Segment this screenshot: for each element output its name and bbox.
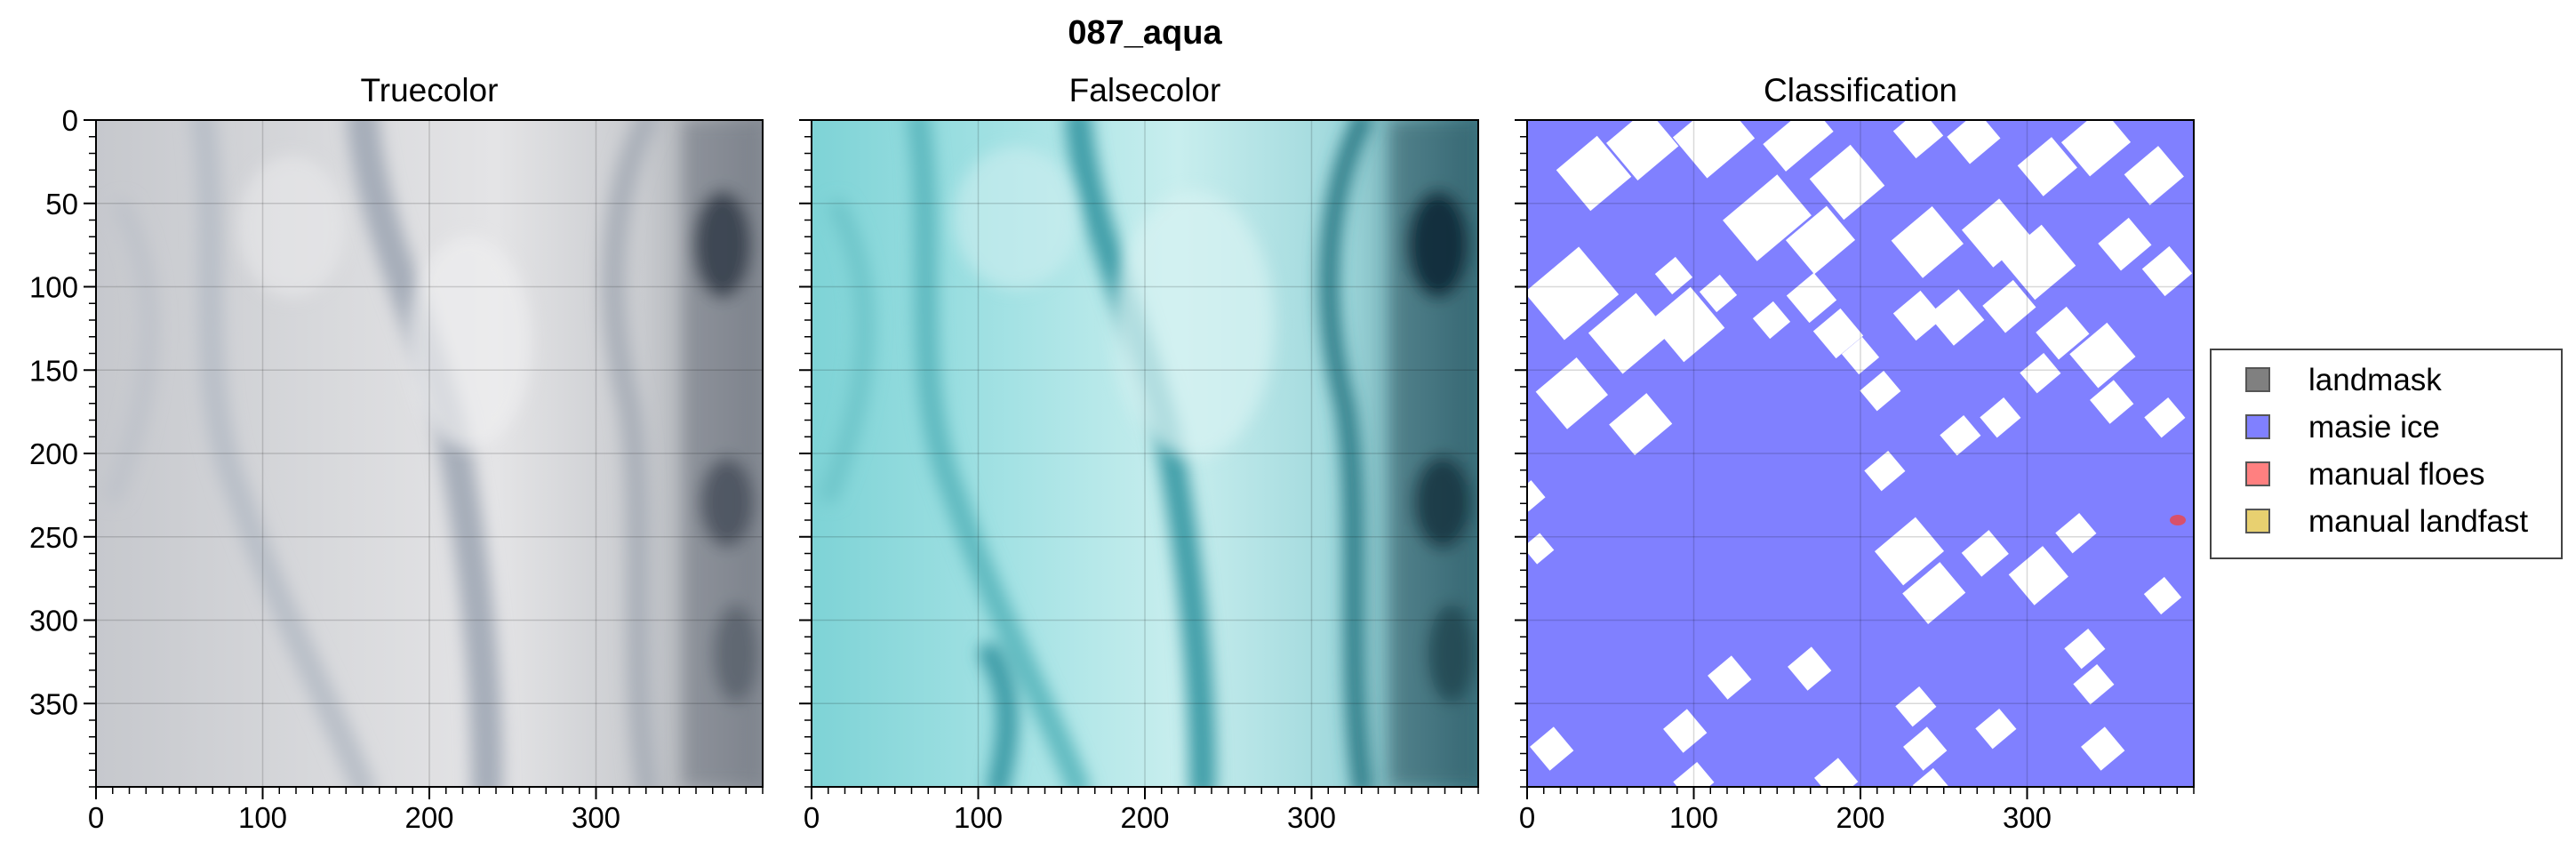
panel-truecolor: Truecolor [29, 72, 764, 834]
falsecolor-image [812, 120, 1478, 787]
legend-item: manual landfast [2245, 504, 2528, 539]
open-water-patches [1527, 120, 2193, 787]
legend-swatch [2245, 414, 2270, 439]
x-tick-label: 300 [1287, 801, 1336, 834]
x-tick-label: 0 [1519, 801, 1535, 834]
axes-frame [1526, 119, 2195, 788]
x-tick-label: 300 [572, 801, 620, 834]
manual-floe-patch [2170, 515, 2186, 525]
y-tick-label: 350 [29, 687, 78, 720]
y-tick-label: 50 [45, 188, 78, 221]
legend-item: manual floes [2245, 457, 2484, 492]
masie-ice-area [1527, 120, 2194, 787]
y-tick-label: 300 [29, 605, 78, 637]
legend-item: masie ice [2245, 410, 2440, 445]
legend-label: manual floes [2308, 457, 2484, 492]
legend-label: manual landfast [2308, 504, 2528, 539]
panel-title: Truecolor [361, 72, 499, 108]
x-tick-label: 0 [88, 801, 104, 834]
x-tick-label: 200 [404, 801, 453, 834]
panel-title: Classification [1764, 72, 1957, 108]
x-tick-label: 200 [1120, 801, 1169, 834]
legend: landmask masie ice manual floes manual land… [2210, 349, 2563, 559]
y-tick-label: 200 [29, 437, 78, 470]
y-tick-label: 100 [29, 271, 78, 304]
x-tick-label: 0 [804, 801, 820, 834]
legend-item: landmask [2245, 363, 2442, 397]
legend-label: masie ice [2308, 410, 2440, 445]
truecolor-image [96, 120, 763, 787]
panel-classification: Classification [1515, 72, 2195, 834]
legend-swatch [2245, 367, 2270, 392]
y-tick-label: 0 [62, 104, 78, 137]
legend-swatch [2245, 509, 2270, 533]
x-tick-label: 100 [238, 801, 287, 834]
x-tick-label: 200 [1836, 801, 1884, 834]
x-tick-label: 300 [2003, 801, 2052, 834]
y-tick-label: 150 [29, 354, 78, 387]
figure-title: 087_aqua [1068, 14, 1222, 52]
legend-swatch [2245, 461, 2270, 486]
classification-map [1527, 120, 2194, 787]
axes-frame [811, 119, 1479, 788]
x-tick-label: 100 [954, 801, 1003, 834]
legend-label: landmask [2308, 363, 2442, 397]
panel-title: Falsecolor [1069, 72, 1221, 108]
axes-frame [95, 119, 764, 788]
panel-falsecolor: Falsecolor [799, 72, 1479, 834]
y-tick-label: 250 [29, 521, 78, 554]
x-tick-label: 100 [1669, 801, 1718, 834]
